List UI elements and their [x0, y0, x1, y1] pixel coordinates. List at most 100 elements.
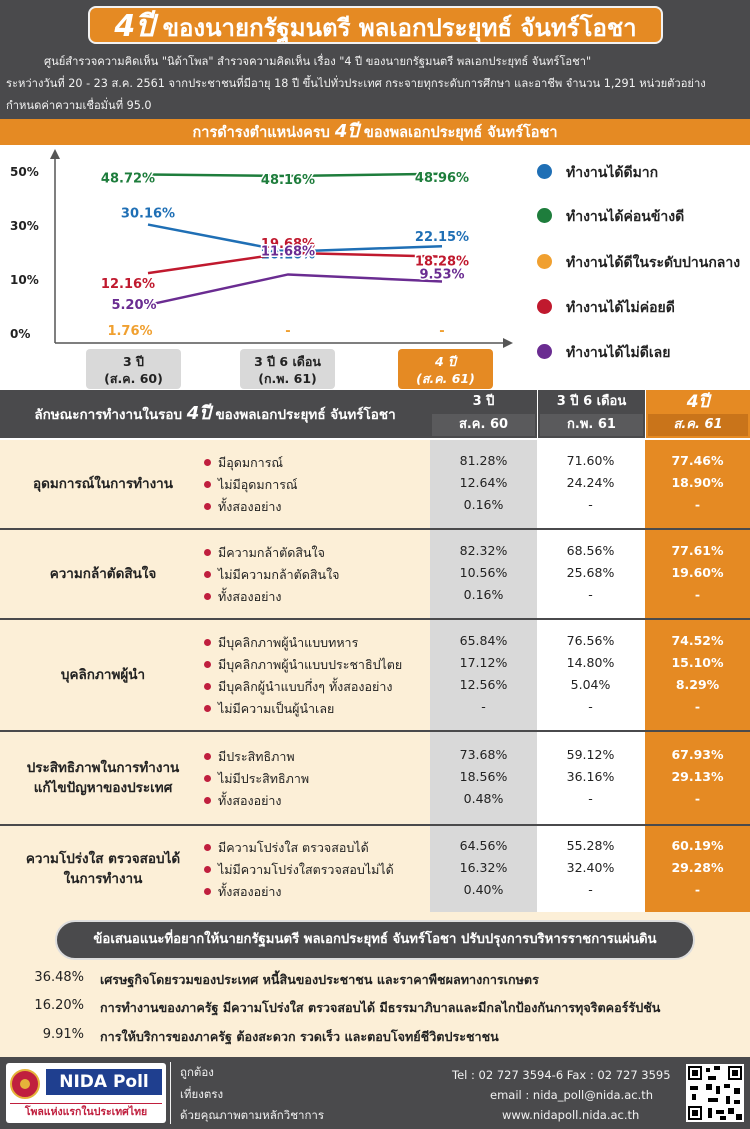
value-3y: 65.84%: [459, 633, 508, 648]
x-category-title: 3 ปี 6 เดือน: [254, 354, 321, 369]
bullet-icon: [204, 844, 211, 851]
group-separator: [0, 618, 750, 620]
col-title-3: 4ปี: [686, 392, 710, 412]
bullet-icon: [204, 481, 211, 488]
recommendation-text: การทำงานของภาครัฐ มีความโปร่งใส ตรวจสอบไ…: [100, 1000, 661, 1015]
row-label: มีบุคลิกผู้นำแบบกึ่งๆ ทั้งสองอย่าง: [218, 679, 393, 694]
recommendations-title: ข้อเสนอแนะที่อยากให้นายกรัฐมนตรี พลเอกปร…: [55, 920, 695, 960]
bullet-icon: [204, 549, 211, 556]
bullet-icon: [204, 705, 211, 712]
series-line: [147, 273, 443, 307]
value-3y: 10.56%: [459, 565, 508, 580]
value-4y: -: [694, 587, 701, 602]
chart-band: การดำรงตำแหน่งครบ 4ปี ของพลเอกประยุทธ์ จ…: [0, 119, 750, 145]
logo-subtitle: โพลแห่งแรกในประเทศไทย: [10, 1103, 162, 1120]
y-tick-label: 30%: [10, 219, 39, 233]
table-header-pre: ลักษณะการทำงานในรอบ: [34, 407, 183, 423]
recommendation-text: การให้บริการของภาครัฐ ต้องสะดวก รวดเร็ว …: [100, 1029, 499, 1044]
value-3y6m: 32.40%: [566, 860, 615, 875]
value-4y: 77.61%: [671, 543, 724, 558]
value-4y: -: [694, 791, 701, 806]
value-4y: 8.29%: [675, 677, 720, 692]
col-3y-background: [430, 826, 537, 912]
row-label: ทั้งสองอย่าง: [218, 499, 282, 514]
value-4y: -: [694, 882, 701, 897]
col-4y-background: [645, 826, 750, 912]
col-date-3: ส.ค. 61: [648, 414, 748, 436]
survey-period: ระหว่างวันที่ 20 - 23 ส.ค. 2561 จากประชา…: [6, 77, 706, 90]
x-category-label: 4 ปี (ส.ค. 61): [398, 349, 493, 389]
legend-label: ทำงานได้ดีมาก: [566, 165, 659, 181]
value-3y: 18.56%: [459, 769, 508, 784]
group-category: ความโปร่งใส ตรวจสอบได้ ในการทำงาน: [8, 849, 198, 889]
col-header-1: 3 ปี ส.ค. 60: [430, 390, 537, 438]
bullet-icon: [204, 503, 211, 510]
legend-label: ทำงานได้ไม่ดีเลย: [566, 345, 671, 361]
col-3y-background: [430, 732, 537, 824]
col-4y-background: [645, 732, 750, 824]
col-3y-background: [430, 620, 537, 730]
data-label: 22.15%: [415, 230, 469, 245]
value-3y6m: -: [588, 882, 593, 897]
value-4y: 67.93%: [671, 747, 724, 762]
row-label: ไม่มีความโปร่งใสตรวจสอบไม่ได้: [218, 862, 394, 877]
value-4y: 29.28%: [671, 860, 724, 875]
value-3y6m: -: [588, 699, 593, 714]
group-background: [0, 826, 430, 912]
y-tick-label: 10%: [10, 273, 39, 287]
category-line: ในการทำงาน: [63, 871, 143, 887]
col-3y6m-background: [537, 826, 645, 912]
legend-swatch: [537, 299, 552, 314]
value-3y: 0.40%: [463, 882, 504, 897]
recommendation-percent: 9.91%: [42, 1027, 84, 1042]
group-background: [0, 732, 430, 824]
value-3y6m: 68.56%: [566, 543, 615, 558]
group-separator: [0, 730, 750, 732]
col-3y-background: [430, 440, 537, 528]
category-line: แก้ไขปัญหาของประเทศ: [33, 780, 173, 796]
bullet-icon: [204, 639, 211, 646]
value-4y: 60.19%: [671, 838, 724, 853]
title-number: 4ปี: [114, 9, 155, 44]
row-label: ทั้งสองอย่าง: [218, 589, 282, 604]
contact-website[interactable]: www.nidapoll.nida.ac.th: [502, 1108, 640, 1122]
col-date-1: ส.ค. 60: [432, 414, 535, 436]
value-3y6m: 36.16%: [566, 769, 615, 784]
row-label: ไม่มีอุดมการณ์: [218, 477, 298, 492]
group-category: บุคลิกภาพผู้นำ: [8, 665, 198, 685]
data-label: 12.16%: [101, 277, 155, 292]
value-4y: 18.90%: [671, 475, 724, 490]
value-4y: -: [694, 497, 701, 512]
legend-label: ทำงานได้ไม่ค่อยดี: [566, 300, 675, 316]
x-category-label: 3 ปี (ส.ค. 60): [86, 349, 181, 389]
col-title-1: 3 ปี: [472, 394, 495, 409]
survey-description: ศูนย์สำรวจความคิดเห็น "นิด้าโพล" สำรวจคว…: [44, 55, 592, 68]
data-label: -: [285, 324, 290, 339]
title-text: ของนายกรัฐมนตรี พลเอกประยุทธ์ จันทร์โอชา: [162, 14, 637, 42]
col-4y-background: [645, 440, 750, 528]
bullet-icon: [204, 753, 211, 760]
nida-poll-logo: NIDA Poll โพลแห่งแรกในประเทศไทย: [6, 1063, 166, 1123]
contact-email[interactable]: email : nida_poll@nida.ac.th: [490, 1088, 654, 1102]
slogan-fairness: เที่ยงตรง: [180, 1087, 224, 1101]
row-label: ไม่มีประสิทธิภาพ: [218, 771, 310, 786]
data-label: 20.16%: [261, 248, 315, 263]
data-label: -: [439, 324, 444, 339]
data-label: 11.68%: [261, 244, 315, 259]
col-3y6m-background: [537, 530, 645, 618]
slogan-accuracy: ถูกต้อง: [180, 1065, 214, 1079]
table-header-post: ของพลเอกประยุทธ์ จันทร์โอชา: [215, 407, 396, 423]
value-4y: 29.13%: [671, 769, 724, 784]
bullet-icon: [204, 866, 211, 873]
value-3y: 73.68%: [459, 747, 508, 762]
x-category-date: (ส.ค. 60): [104, 371, 163, 386]
value-3y: 64.56%: [459, 838, 508, 853]
bullet-icon: [204, 571, 211, 578]
table-header-title: ลักษณะการทำงานในรอบ 4ปี ของพลเอกประยุทธ์…: [0, 390, 430, 438]
x-category-title: 4 ปี: [435, 354, 456, 369]
bullet-icon: [204, 459, 211, 466]
value-3y: 81.28%: [459, 453, 508, 468]
group-category: ประสิทธิภาพในการทำงาน แก้ไขปัญหาของประเทศ: [8, 758, 198, 798]
contact-phone: Tel : 02 727 3594-6 Fax : 02 727 3595: [452, 1068, 671, 1082]
data-label: 48.16%: [261, 173, 315, 188]
